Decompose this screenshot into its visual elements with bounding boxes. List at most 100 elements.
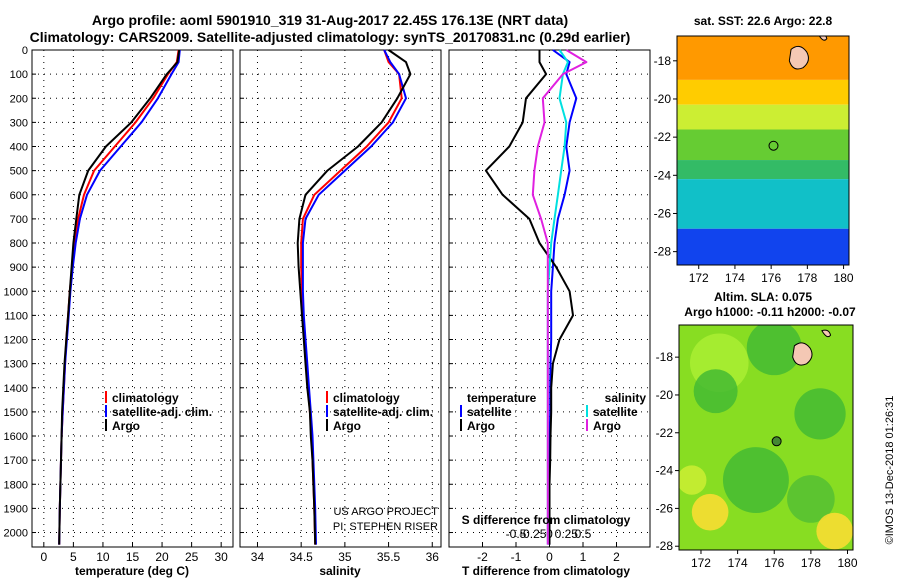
x-tick-label: 2 xyxy=(613,550,620,564)
legend-argo-label: Argo xyxy=(333,419,361,433)
lon-tick-label: 180 xyxy=(834,271,854,285)
lon-tick-label: 172 xyxy=(689,271,709,285)
island-shape xyxy=(818,36,828,41)
depth-tick-label: 2000 xyxy=(4,528,28,540)
sla-anomaly-blob xyxy=(746,325,802,376)
lat-tick-label: -26 xyxy=(654,206,672,220)
temperature-panel: 0100200300400500600700800900100011001200… xyxy=(4,45,234,578)
island-shape xyxy=(821,329,832,338)
lon-tick-label: 176 xyxy=(764,556,784,570)
sst-band xyxy=(677,228,849,265)
legend-salinity-title: salinity xyxy=(605,391,647,405)
lat-tick-label: -24 xyxy=(656,464,674,478)
x-tick-label: 36 xyxy=(426,550,440,564)
depth-tick-label: 1500 xyxy=(4,407,28,419)
x-tick-label: -1 xyxy=(511,550,522,564)
sla-anomaly-blob xyxy=(691,493,729,531)
credit-pi: PI: STEPHEN RISER xyxy=(333,521,438,533)
x-tick-label: 20 xyxy=(155,550,169,564)
sla-anomaly-blob xyxy=(693,369,738,414)
sla-anomaly-blob xyxy=(816,512,853,550)
salinity-axis-label: salinity xyxy=(319,564,361,578)
legend-climatology-label: climatology xyxy=(333,391,400,405)
lon-tick-label: 178 xyxy=(797,271,817,285)
legend-satellite-label: satellite-adj. clim. xyxy=(333,405,433,419)
x-tick-label: 0 xyxy=(40,550,47,564)
depth-tick-label: 0 xyxy=(22,45,28,57)
float-position-marker xyxy=(771,436,782,447)
x-tick-label: -2 xyxy=(477,550,488,564)
lat-tick-label: -20 xyxy=(654,92,672,106)
sst-band xyxy=(677,79,849,105)
depth-tick-label: 1200 xyxy=(4,335,28,347)
x-tick-label: 15 xyxy=(126,550,140,564)
x-tick-label: 35.5 xyxy=(377,550,401,564)
depth-tick-labels: 0 100 200 300 400 500 600 700 800 900 1000 1100 1200… xyxy=(4,45,28,540)
x-tick-label: 5 xyxy=(70,550,77,564)
depth-tick-label: 1900 xyxy=(4,503,28,515)
lon-tick-label: 180 xyxy=(837,556,857,570)
sst-band xyxy=(677,104,849,130)
legend-argo-label: Argo xyxy=(112,419,140,433)
legend-satellite-label: satellite-adj. clim. xyxy=(112,405,212,419)
sst-map-panel: sat. SST: 22.6 Argo: 22.8 172 174 176 178 18… xyxy=(654,14,854,285)
depth-tick-label: 700 xyxy=(10,214,28,226)
x-tick-label: 34 xyxy=(251,550,265,564)
lon-tick-label: 174 xyxy=(725,271,745,285)
x-tick-label: 0 xyxy=(546,550,553,564)
s-diff-tick-label: 0.25 xyxy=(555,527,579,541)
sla-anomaly-blob xyxy=(787,475,835,523)
depth-tick-label: 500 xyxy=(10,166,28,178)
imos-watermark: ©IMOS 13-Dec-2018 01:26:31 xyxy=(884,396,896,545)
island-shape xyxy=(792,342,813,366)
depth-tick-label: 1100 xyxy=(4,310,28,322)
lat-tick-label: -22 xyxy=(654,130,672,144)
salinity-panel: 34 34.5 35 35.5 36 salinity climatology sate… xyxy=(239,49,442,578)
x-tick-label: 35 xyxy=(338,550,352,564)
salinity-plot-frame xyxy=(239,49,442,548)
sla-anomaly-blob xyxy=(794,388,846,440)
depth-tick-label: 1000 xyxy=(4,286,28,298)
series-line-argo xyxy=(484,50,574,545)
depth-tick-label: 600 xyxy=(10,190,28,202)
depth-tick-label: 1700 xyxy=(4,455,28,467)
t-difference-axis-label: T difference from climatology xyxy=(462,564,630,578)
sst-band xyxy=(677,160,849,180)
s-difference-axis-label: S difference from climatology xyxy=(462,513,631,527)
sst-map-frame xyxy=(676,35,850,266)
s-diff-tick-label: -0.25 xyxy=(519,527,547,541)
legend-s-satellite-label: satellite xyxy=(593,405,638,419)
sla-anomaly-blob xyxy=(679,465,707,495)
salinity-legend: climatology satellite-adj. clim. Argo xyxy=(326,391,433,433)
lat-tick-label: -28 xyxy=(656,539,674,553)
depth-tick-label: 800 xyxy=(10,238,28,250)
sst-map-title: sat. SST: 22.6 Argo: 22.8 xyxy=(694,14,833,28)
depth-tick-label: 1400 xyxy=(4,383,28,395)
legend-climatology-label: climatology xyxy=(112,391,179,405)
lat-tick-label: -18 xyxy=(656,350,674,364)
lon-tick-label: 178 xyxy=(801,556,821,570)
depth-tick-label: 1300 xyxy=(4,359,28,371)
legend-t-argo-label: Argo xyxy=(467,419,495,433)
x-tick-label: 25 xyxy=(185,550,199,564)
lat-tick-label: -22 xyxy=(656,426,674,440)
legend-t-satellite-label: satellite xyxy=(467,405,512,419)
lon-tick-label: 174 xyxy=(728,556,748,570)
series-line-argo xyxy=(296,49,412,545)
lat-tick-label: -24 xyxy=(654,168,672,182)
sla-map-title-2: Argo h1000: -0.11 h2000: -0.07 xyxy=(684,305,856,319)
title-line-1: Argo profile: aoml 5901910_319 31-Aug-20… xyxy=(91,12,569,28)
title-line-2: Climatology: CARS2009. Satellite-adjuste… xyxy=(29,29,631,45)
lat-tick-label: -26 xyxy=(656,501,674,515)
lat-tick-label: -20 xyxy=(656,388,674,402)
sst-band xyxy=(677,179,849,229)
difference-panel: -2 -1 0 1 2 -0.5-0.25 0 0.250.5 S difference f… xyxy=(448,49,651,578)
legend-s-argo-label: Argo xyxy=(593,419,621,433)
sla-map-title-1: Altim. SLA: 0.075 xyxy=(714,290,812,304)
sla-map-frame xyxy=(678,324,854,551)
sst-band xyxy=(677,129,849,161)
series-line-argo xyxy=(531,49,588,545)
series-line-argo xyxy=(58,49,181,545)
lon-tick-label: 176 xyxy=(761,271,781,285)
